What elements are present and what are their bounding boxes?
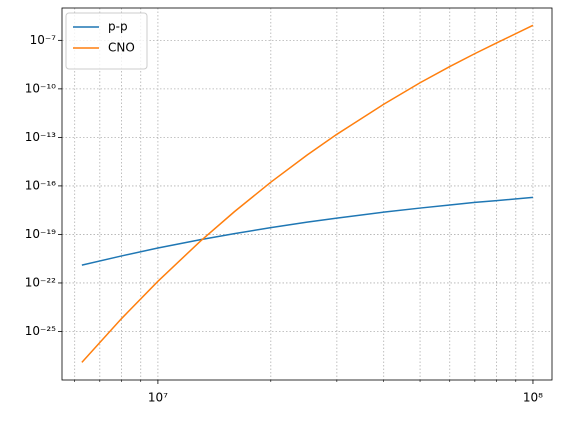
legend-label: CNO (108, 41, 135, 55)
y-tick-label: 10⁻¹⁶ (25, 178, 56, 192)
x-tick-label: 10⁸ (523, 391, 543, 405)
y-tick-label: 10⁻⁷ (30, 33, 57, 47)
series-line (81, 24, 534, 363)
series-line (81, 196, 534, 266)
legend-label: p-p (108, 20, 128, 34)
y-tick-label: 10⁻¹⁰ (25, 81, 56, 95)
y-tick-label: 10⁻²⁵ (25, 324, 56, 338)
axes-frame (61, 7, 553, 381)
y-tick-label: 10⁻¹⁹ (25, 227, 56, 241)
y-tick-label: 10⁻¹³ (25, 130, 56, 144)
x-tick-label: 10⁷ (148, 391, 168, 405)
legend-box (65, 12, 148, 70)
y-tick-label: 10⁻²² (25, 275, 56, 289)
